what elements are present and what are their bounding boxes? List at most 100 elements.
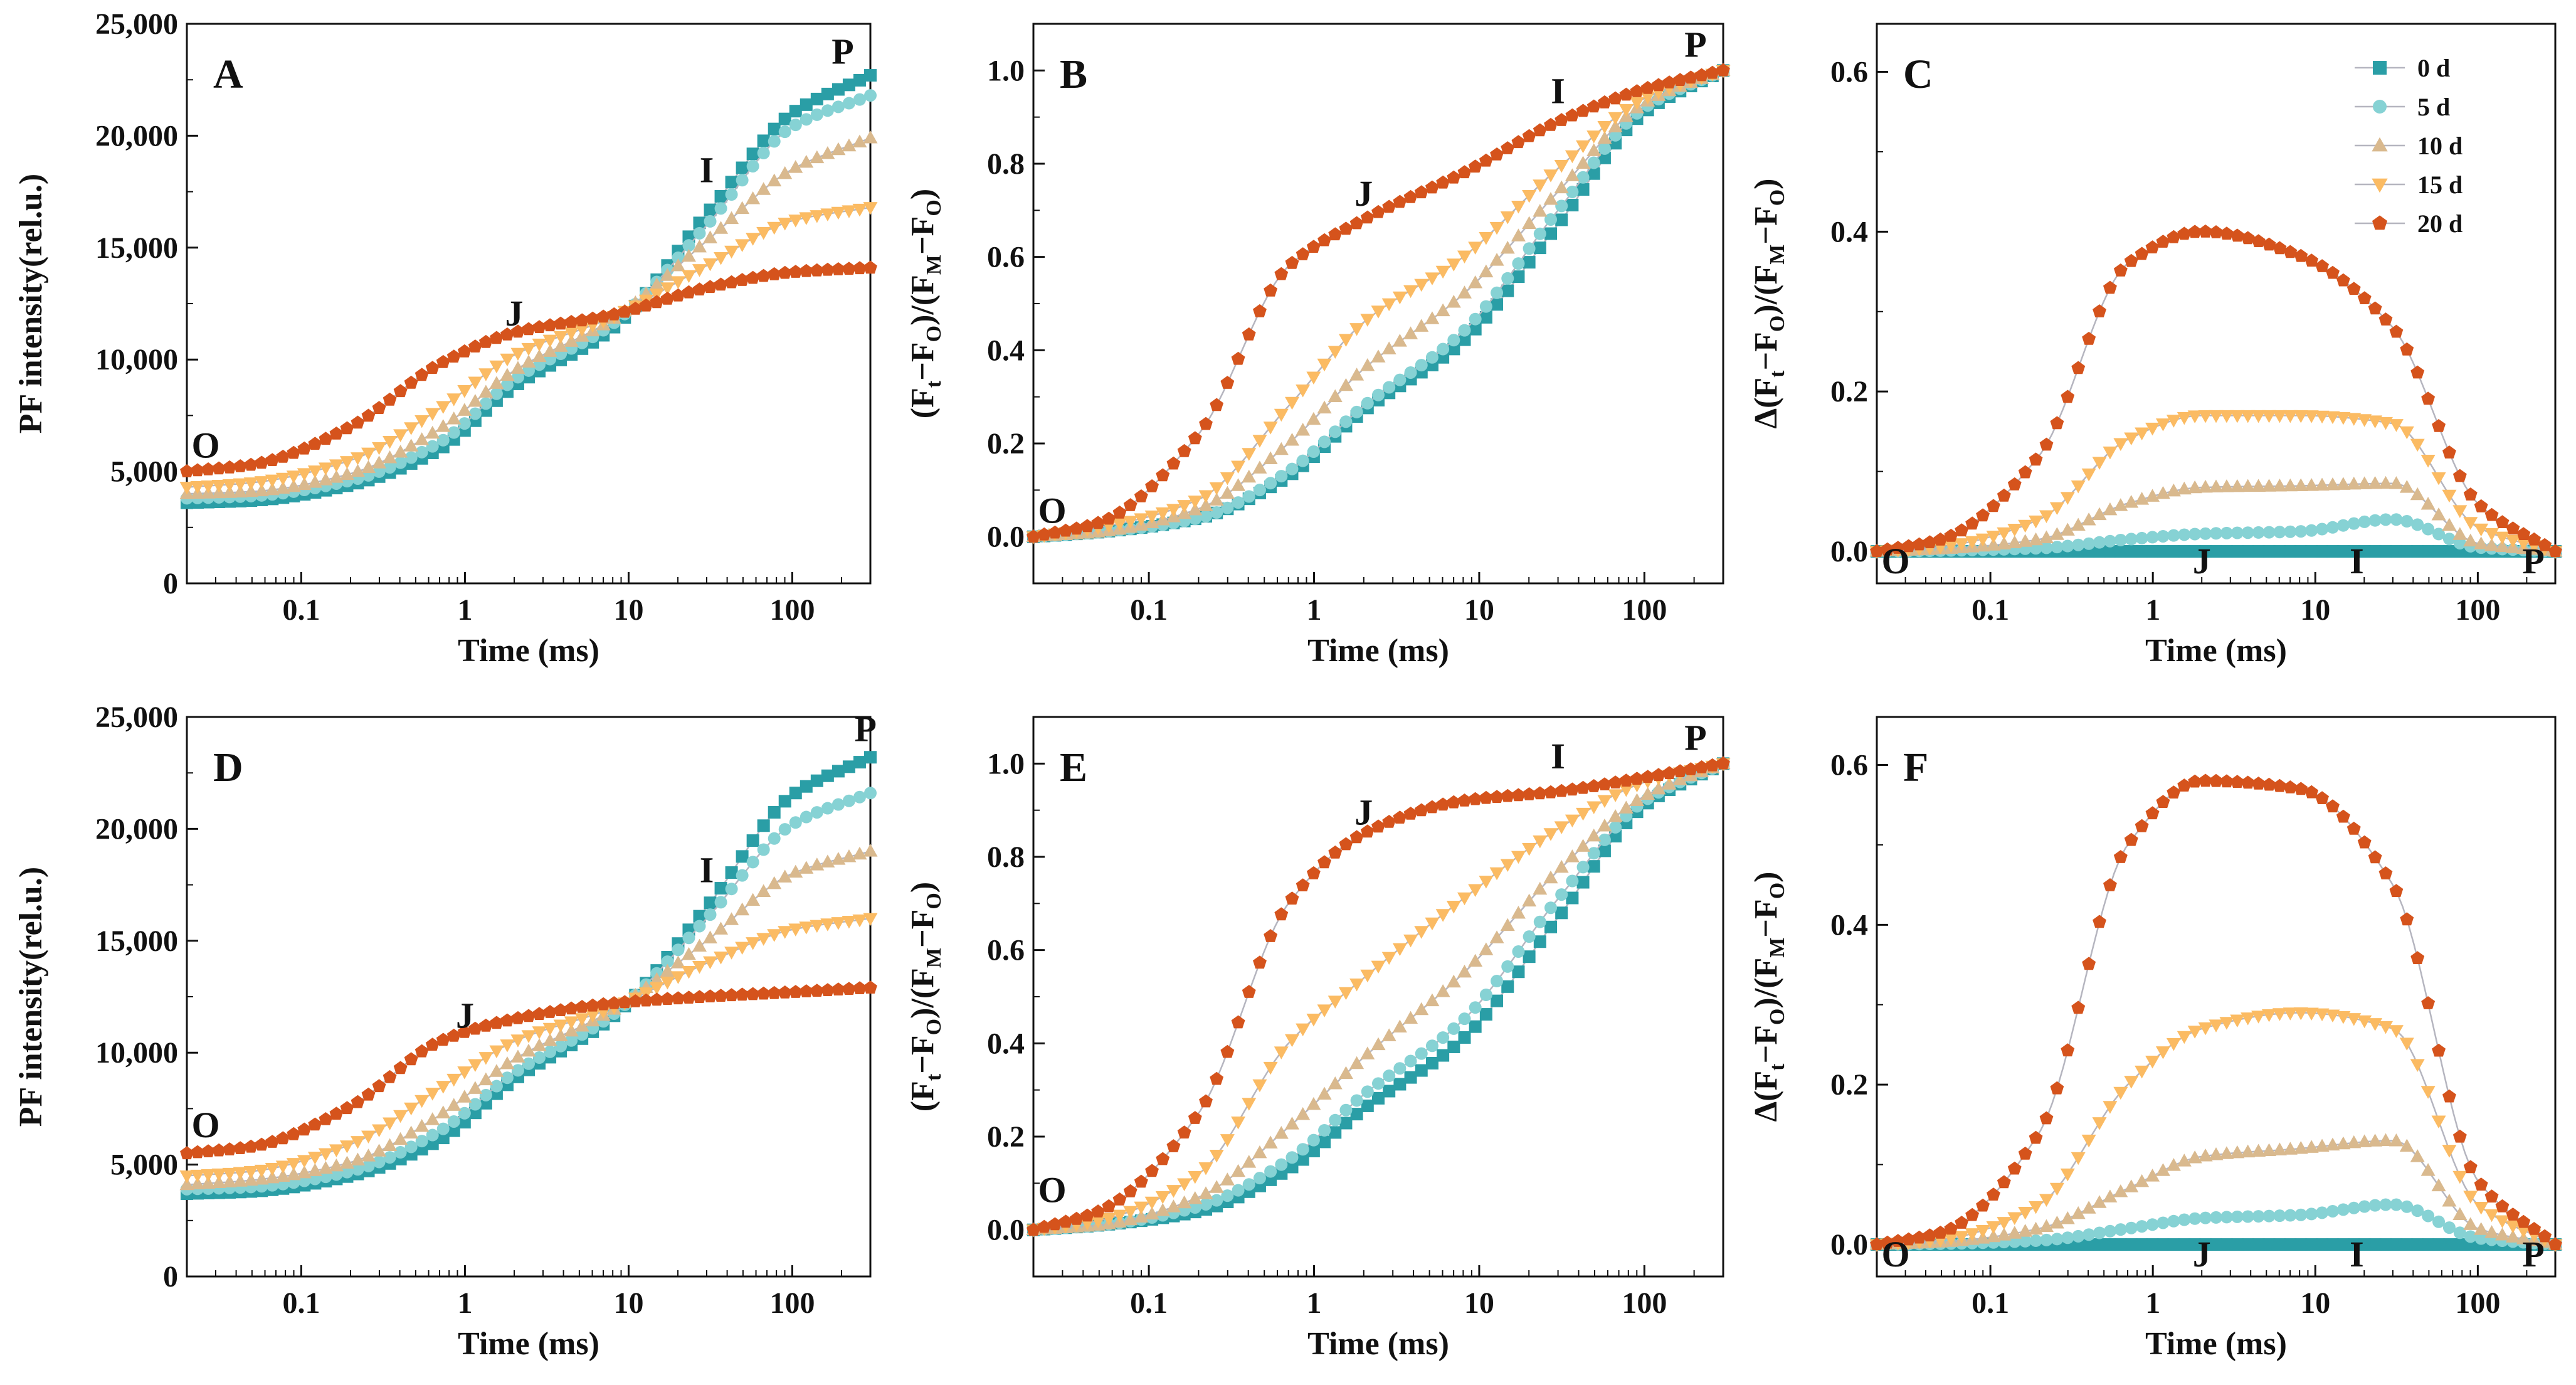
data-point <box>542 1033 557 1046</box>
data-point <box>1489 221 1504 235</box>
data-point <box>1101 1213 1116 1226</box>
data-point <box>361 1130 376 1144</box>
data-point <box>201 1144 215 1157</box>
plot-frame <box>1032 716 1724 1278</box>
data-point <box>2093 304 2106 317</box>
data-point <box>778 166 793 179</box>
data-point <box>789 816 802 829</box>
data-point <box>1285 255 1299 269</box>
data-point <box>319 432 333 445</box>
data-point <box>842 78 855 92</box>
data-point <box>2081 1134 2096 1148</box>
data-point <box>2357 414 2372 427</box>
data-point <box>361 408 376 422</box>
data-point <box>1112 1192 1127 1206</box>
data-point <box>425 361 440 374</box>
data-point <box>1468 241 1483 255</box>
data-point <box>670 276 685 289</box>
data-point <box>831 765 845 778</box>
data-point <box>179 1170 194 1184</box>
x-tick-label: 0.1 <box>1972 593 2009 627</box>
data-point <box>1252 1079 1267 1093</box>
data-point <box>1576 183 1590 196</box>
data-point <box>2389 884 2404 897</box>
data-point <box>2051 1233 2064 1246</box>
y-tick-label: 20,000 <box>95 812 178 846</box>
data-point <box>2251 1144 2266 1157</box>
data-point <box>2061 1043 2075 1057</box>
data-point <box>1447 334 1460 347</box>
data-point <box>2145 806 2160 820</box>
y-tick-label: 0.2 <box>1830 375 1868 408</box>
data-point <box>521 1043 536 1057</box>
data-point <box>468 1106 482 1120</box>
data-point <box>767 876 782 889</box>
data-point <box>521 354 536 368</box>
point-label-i: I <box>700 150 714 191</box>
data-point <box>2293 410 2308 423</box>
data-point <box>1263 1135 1278 1149</box>
data-point <box>1533 881 1548 895</box>
legend-marker <box>2373 61 2387 75</box>
data-point <box>2103 1189 2118 1202</box>
data-point <box>1166 1139 1181 1152</box>
data-point <box>2220 1238 2233 1251</box>
data-point <box>212 1143 226 1157</box>
series-0-d <box>181 751 877 1200</box>
data-point <box>500 1039 515 1053</box>
data-point <box>649 972 664 985</box>
data-point <box>1870 1237 1884 1251</box>
data-point <box>788 215 803 228</box>
data-point <box>746 270 760 284</box>
data-point <box>2071 480 2086 494</box>
data-point <box>307 475 322 488</box>
data-point <box>821 769 834 782</box>
y-tick-label: 0.0 <box>987 1214 1025 1247</box>
data-point <box>1328 845 1343 859</box>
data-point <box>2326 799 2340 813</box>
data-point <box>831 100 845 114</box>
data-point <box>1253 1172 1266 1185</box>
data-point <box>671 288 685 302</box>
data-point <box>1457 285 1472 299</box>
data-point <box>2220 226 2234 240</box>
data-point <box>2029 515 2044 529</box>
data-point <box>672 251 685 264</box>
data-point <box>746 893 761 906</box>
data-point <box>2494 1215 2510 1228</box>
data-point <box>275 1160 290 1174</box>
data-point <box>1997 527 2012 541</box>
data-point <box>2421 391 2436 405</box>
data-point <box>2463 1160 2478 1174</box>
data-point <box>2125 533 2138 546</box>
data-point <box>1447 170 1461 184</box>
data-point <box>1651 781 1666 795</box>
x-tick-label: 1 <box>1307 1287 1322 1320</box>
legend-marker <box>2373 100 2387 114</box>
data-point <box>1597 818 1612 832</box>
data-point <box>2453 1226 2466 1239</box>
x-axis-title: Time (ms) <box>2145 1326 2287 1362</box>
data-point <box>2336 477 2351 490</box>
data-point <box>1587 847 1600 860</box>
data-point <box>1091 1204 1106 1218</box>
data-point <box>2251 410 2266 423</box>
data-point <box>842 760 855 773</box>
data-point <box>2420 1086 2436 1099</box>
data-point <box>1976 508 1990 522</box>
data-point <box>2379 545 2392 558</box>
data-point <box>2326 1238 2339 1251</box>
data-point <box>2283 245 2298 258</box>
data-point <box>757 843 770 856</box>
data-point <box>436 1132 450 1145</box>
data-point <box>2007 1226 2022 1239</box>
data-point <box>2538 1229 2552 1243</box>
x-tick-label: 10 <box>1464 1287 1494 1320</box>
data-point <box>1522 189 1537 203</box>
data-point <box>2293 1140 2308 1154</box>
data-point <box>2453 536 2466 549</box>
data-point <box>1435 909 1450 922</box>
data-point <box>821 104 834 117</box>
data-point <box>1123 1206 1138 1219</box>
data-point <box>2155 1046 2170 1059</box>
